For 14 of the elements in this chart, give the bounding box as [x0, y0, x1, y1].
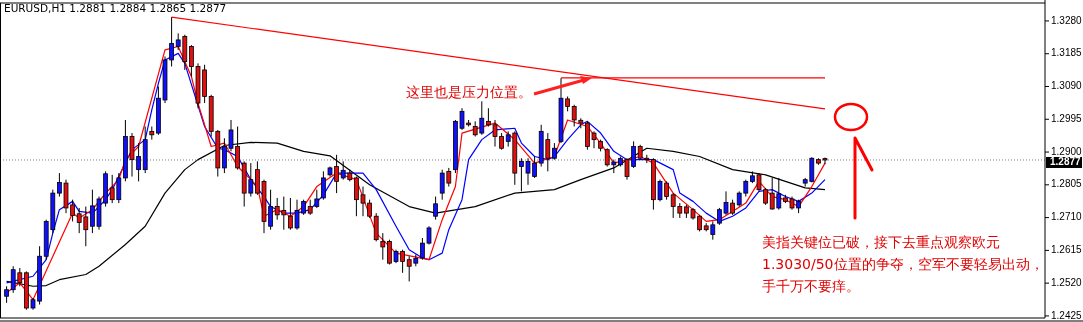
y-tick-label: 1.2995 [1051, 112, 1083, 124]
y-tick-label: 1.3090 [1051, 80, 1083, 92]
annotation: 这里也是压力位置。 [406, 84, 532, 100]
ref-line-label: 1.2877 [1050, 156, 1082, 168]
y-tick-label: 1.2425 [1051, 309, 1083, 321]
y-tick-label: 1.2615 [1051, 244, 1083, 256]
y-tick-label: 1.3280 [1051, 14, 1083, 26]
y-tick-label: 1.3185 [1051, 47, 1083, 59]
annotation: 美指关键位已破，接下去重点观察欧元1.3030/50位置的争夺，空军不要轻易出动，手千万不要痒。 [762, 233, 1044, 296]
y-tick-label: 1.2805 [1051, 178, 1083, 190]
y-tick-label: 1.2710 [1051, 211, 1083, 223]
chart-title: EURUSD,H1 1.2881 1.2884 1.2865 1.2877 [4, 2, 227, 14]
y-tick-label: 1.2520 [1051, 276, 1083, 288]
y-tick-label: 1.2900 [1051, 145, 1083, 157]
